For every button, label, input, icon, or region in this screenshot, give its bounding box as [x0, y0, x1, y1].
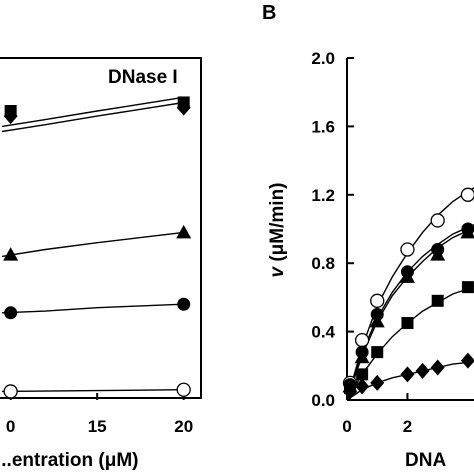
panel-a-series-2-point: [3, 108, 18, 125]
panel-b-series-3-point: [399, 269, 415, 283]
panel-b-y-tick-label: 0.4: [311, 323, 335, 342]
panel-b-series-1-point: [354, 332, 370, 348]
panel-b-series-3-point: [460, 224, 474, 239]
panel-a-data-points: [3, 96, 192, 399]
panel-a-annotation: DNase I: [108, 67, 178, 88]
panel-a: 0 15 20 DNase I ...entration (μM): [0, 57, 202, 471]
panel-a-fit-curve-3: [1, 231, 184, 258]
panel-b: B 0.0 0.4 0.8 1.2 1.6 2.0 0 2 v (μM/min) DNA: [262, 2, 474, 471]
panel-b-fit-curve-4: [346, 285, 474, 401]
panel-b-y-axis-label-units: (μM/min): [267, 182, 288, 266]
panel-a-x-ticks: 0 15 20: [6, 393, 193, 436]
panel-b-series-5-point: [355, 378, 370, 395]
panel-b-series-5-point: [400, 366, 415, 383]
panel-a-fit-curve-1: [1, 96, 184, 128]
panel-b-series-4-point: [356, 368, 369, 381]
panel-b-letter: B: [262, 2, 276, 24]
panel-a-series-4-point: [177, 297, 191, 311]
panel-b-y-tick-label: 1.2: [311, 186, 335, 205]
panel-a-x-tick-label: 20: [174, 417, 193, 436]
panel-a-series-5-point: [3, 384, 18, 399]
panel-b-y-tick-label: 1.6: [311, 117, 335, 136]
panel-b-series-4-point: [461, 281, 474, 294]
panel-b-x-axis-label: DNA: [405, 450, 446, 471]
panel-b-series-4-point: [431, 294, 444, 307]
panel-b-y-tick-label: 0.0: [311, 391, 335, 410]
panel-a-series-3-point: [3, 247, 19, 261]
panel-b-x-tick-label: 2: [403, 417, 412, 436]
panel-b-series-1-point: [460, 187, 474, 202]
panel-b-series-5-point: [343, 383, 358, 400]
panel-b-series-5-point: [460, 352, 474, 369]
panel-a-series-5-point: [176, 382, 191, 397]
panel-a-fit-curve-2: [1, 101, 184, 133]
panel-b-series-1-point: [430, 213, 445, 228]
panel-b-series-5-point: [430, 359, 445, 376]
panel-b-series-4-point: [371, 346, 384, 359]
panel-b-fit-curve-3: [346, 227, 474, 401]
panel-a-fit-curve-4: [1, 303, 184, 314]
panel-b-series-5-point: [370, 374, 385, 391]
panel-b-y-axis-label: v (μM/min): [267, 182, 288, 277]
panel-b-y-axis-label-symbol: v: [267, 266, 288, 278]
panel-b-data-points: [342, 187, 474, 400]
panel-b-fit-curves: [346, 187, 474, 401]
panel-a-frame: [0, 57, 202, 399]
panel-a-series-2-point: [176, 99, 191, 116]
panel-b-series-1-point: [370, 293, 385, 308]
panel-a-fit-curve-5: [1, 389, 184, 393]
panel-b-series-1-point: [400, 242, 415, 257]
panel-b-series-3-point: [430, 247, 446, 261]
panel-b-y-tick-label: 0.8: [311, 254, 335, 273]
panel-b-series-5-point: [415, 362, 430, 379]
panel-b-fit-curve-5: [346, 360, 474, 401]
panel-b-series-3-point: [369, 313, 385, 328]
panel-b-fit-curve-2: [346, 223, 474, 401]
panel-a-x-tick-label: 0: [6, 417, 15, 436]
panel-b-y-tick-label: 2.0: [311, 49, 335, 68]
panel-b-series-3-point: [354, 349, 370, 364]
panel-a-series-4-point: [4, 306, 18, 320]
panel-a-series-3-point: [176, 224, 192, 239]
panel-a-fit-curves: [1, 96, 184, 393]
panel-b-x-tick-label: 0: [342, 417, 351, 436]
panel-b-y-ticks: 0.0 0.4 0.8 1.2 1.6 2.0: [311, 49, 354, 410]
panel-a-x-tick-label: 15: [88, 417, 107, 436]
panel-b-series-4-point: [401, 317, 414, 330]
panel-a-x-axis-label: ...entration (μM): [0, 450, 139, 471]
panel-b-fit-curve-1: [346, 187, 474, 401]
